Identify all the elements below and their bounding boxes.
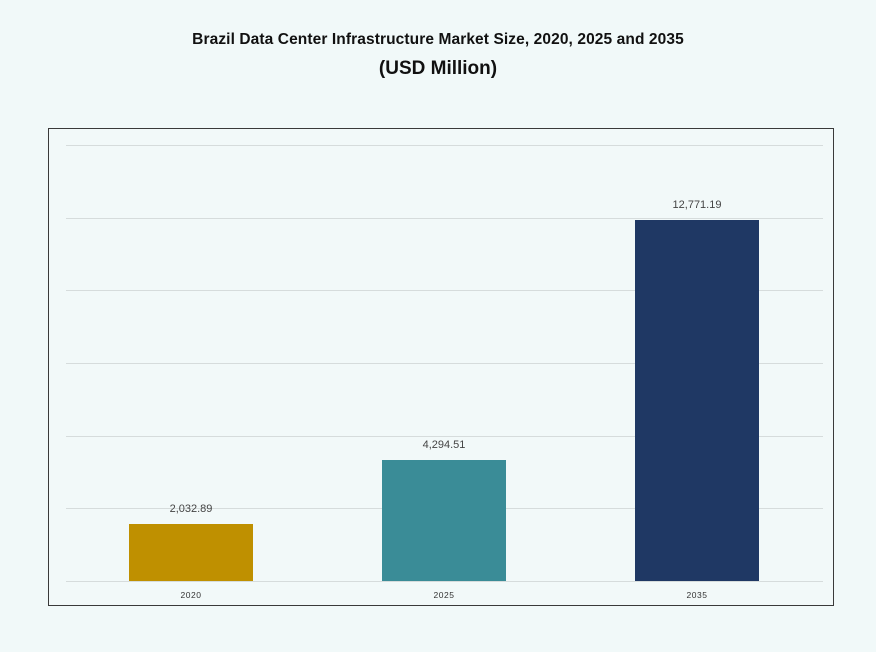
data-label: 4,294.51 xyxy=(422,439,466,451)
gridline xyxy=(66,145,823,146)
gridline xyxy=(66,581,823,582)
gridline xyxy=(66,218,823,219)
x-axis-label: 2020 xyxy=(180,590,202,600)
data-label: 12,771.19 xyxy=(672,199,722,211)
gridline xyxy=(66,363,823,364)
gridline xyxy=(66,290,823,291)
bar-2025 xyxy=(382,460,506,581)
x-axis-label: 2025 xyxy=(433,590,455,600)
x-axis-label: 2035 xyxy=(686,590,708,600)
data-label: 2,032.89 xyxy=(169,503,213,515)
chart-subtitle: (USD Million) xyxy=(378,58,498,79)
chart-title: Brazil Data Center Infrastructure Market… xyxy=(192,31,684,48)
bar-2020 xyxy=(129,524,253,581)
gridline xyxy=(66,436,823,437)
bar-2035 xyxy=(635,220,759,581)
